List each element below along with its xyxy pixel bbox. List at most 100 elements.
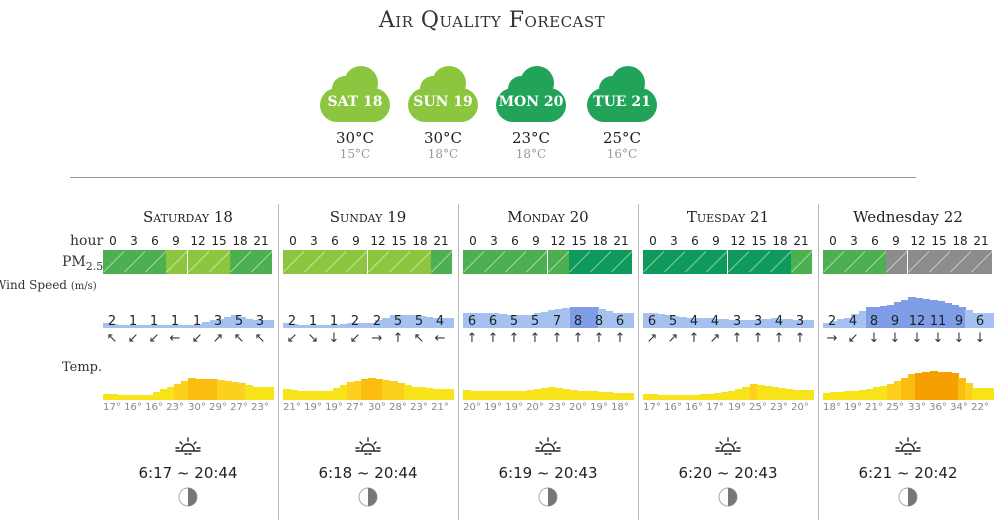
temperature-bar [491, 391, 499, 400]
day-separator [278, 204, 279, 520]
summary-card[interactable]: MON 20 23°C 18°C [496, 66, 566, 161]
pm25-cell[interactable] [971, 250, 992, 274]
wind-bar [650, 313, 658, 328]
pm25-cell-hatch [886, 250, 907, 273]
pm25-cell[interactable] [346, 250, 367, 274]
temperature-value: 25° [749, 402, 767, 413]
sunrise-icon [354, 436, 382, 456]
pm25-cell[interactable] [865, 250, 886, 274]
wind-bar [404, 315, 412, 328]
hour-tick: 12 [190, 234, 206, 248]
sunrise-icon [894, 436, 922, 456]
day-name: Wednesday 22 [853, 208, 963, 226]
pm25-cell[interactable] [124, 250, 145, 274]
pm25-cell[interactable] [505, 250, 526, 274]
wind-speed-value: 5 [668, 314, 678, 329]
pm25-cell[interactable] [611, 250, 632, 274]
wind-bar [880, 306, 888, 328]
pm25-cell[interactable] [368, 250, 389, 274]
pm25-cell[interactable] [145, 250, 166, 274]
temperature-bar [520, 391, 528, 400]
wind-direction-row: → ↙ ↓ ↓ ↓ ↓ ↓ ↓ [823, 331, 993, 347]
pm25-cell[interactable] [431, 250, 452, 274]
pm25-cell-hatch [368, 250, 389, 273]
temperature-bar [650, 394, 658, 400]
pm25-cell-hatch [251, 250, 272, 273]
pm25-cell[interactable] [929, 250, 950, 274]
temperature-value: 34° [950, 402, 968, 413]
pm25-cell[interactable] [230, 250, 251, 274]
pm25-bar[interactable] [103, 250, 273, 274]
pm25-bar[interactable] [823, 250, 993, 274]
temperature-bar [657, 395, 665, 400]
pm25-cell[interactable] [103, 250, 124, 274]
summary-card[interactable]: SUN 19 30°C 18°C [408, 66, 478, 161]
pm25-cell[interactable] [908, 250, 929, 274]
pm25-bar[interactable] [643, 250, 813, 274]
wind-bar [110, 324, 118, 328]
pm25-cell[interactable] [389, 250, 410, 274]
pm25-cell[interactable] [685, 250, 706, 274]
pm25-cell[interactable] [844, 250, 865, 274]
temperature-bar [390, 381, 398, 400]
pm25-cell[interactable] [325, 250, 346, 274]
summary-day-label: SAT 18 [327, 94, 383, 110]
wind-bar [626, 313, 634, 328]
pm25-cell[interactable] [823, 250, 844, 274]
summary-high-temp: 30°C [423, 129, 463, 147]
pm25-cell-hatch [950, 250, 971, 273]
wind-direction-row: ↙ ↘ ↓ ↙ → ↑ ↖ ← [283, 331, 453, 347]
temperature-bar [297, 391, 305, 400]
temperature-value: 19° [728, 402, 746, 413]
wind-bar [584, 307, 592, 328]
pm25-cell[interactable] [950, 250, 971, 274]
temperature-bar [266, 387, 274, 400]
pm25-cell[interactable] [590, 250, 611, 274]
temperature-bar [619, 393, 627, 400]
temperature-bar [463, 390, 471, 400]
summary-card[interactable]: SAT 18 30°C 15°C [320, 66, 390, 161]
pm25-bar[interactable] [463, 250, 633, 274]
wind-bar [714, 319, 722, 328]
moon-phase-icon [898, 487, 918, 507]
temperature-bar [418, 387, 426, 400]
pm25-cell[interactable] [791, 250, 812, 274]
temperature-value: 23° [410, 402, 428, 413]
pm25-cell[interactable] [410, 250, 431, 274]
pm25-cell[interactable] [548, 250, 569, 274]
temperature-bar [283, 389, 291, 400]
pm25-cell[interactable] [526, 250, 547, 274]
pm25-cell[interactable] [770, 250, 791, 274]
pm25-cell[interactable] [251, 250, 272, 274]
sunrise-icon [714, 436, 742, 456]
temperature-bar [506, 391, 514, 400]
wind-direction-arrow-icon: ↙ [349, 331, 361, 346]
pm25-cell[interactable] [569, 250, 590, 274]
temperature-bar [404, 385, 412, 400]
temperature-bar [823, 393, 831, 400]
wind-bar [425, 317, 433, 328]
pm25-cell[interactable] [188, 250, 209, 274]
pm25-cell[interactable] [643, 250, 664, 274]
pm25-cell[interactable] [209, 250, 230, 274]
pm25-cell[interactable] [166, 250, 187, 274]
pm25-cell[interactable] [463, 250, 484, 274]
pm25-cell[interactable] [484, 250, 505, 274]
pm25-cell[interactable] [749, 250, 770, 274]
pm25-bar[interactable] [283, 250, 453, 274]
wind-bar [728, 320, 736, 328]
temperature-bar [146, 395, 154, 400]
pm25-cell[interactable] [706, 250, 727, 274]
summary-card[interactable]: TUE 21 25°C 16°C [587, 66, 657, 161]
pm25-cell[interactable] [886, 250, 907, 274]
hour-tick: 0 [649, 234, 657, 248]
pm25-cell[interactable] [283, 250, 304, 274]
temperature-bar [397, 383, 405, 400]
pm25-cell[interactable] [728, 250, 749, 274]
pm25-cell[interactable] [304, 250, 325, 274]
pm25-cell[interactable] [664, 250, 685, 274]
wind-speed-value: 5 [234, 314, 244, 329]
temperature-bar [693, 395, 701, 400]
